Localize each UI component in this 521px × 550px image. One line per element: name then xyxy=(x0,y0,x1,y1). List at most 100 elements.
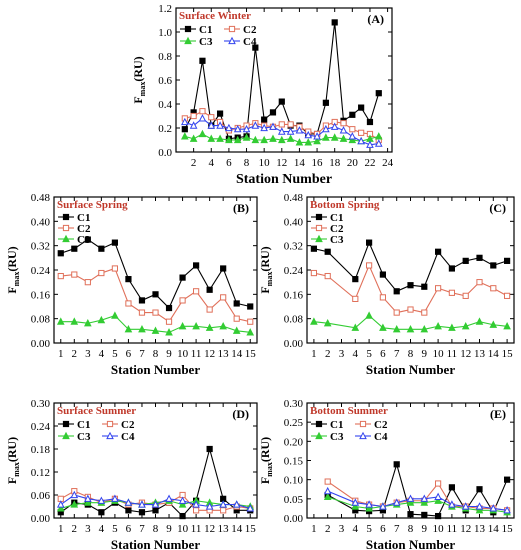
y-tick-label: 0.32 xyxy=(284,241,303,253)
data-point xyxy=(448,500,456,508)
x-tick-label: 9 xyxy=(166,348,172,360)
panel-label: (C) xyxy=(489,201,506,215)
x-tick-label: 2 xyxy=(72,523,78,535)
data-point xyxy=(97,315,106,324)
legend-label: C1 xyxy=(77,212,90,224)
data-point xyxy=(322,124,330,133)
data-point xyxy=(448,484,455,491)
x-tick-label: 11 xyxy=(191,348,202,360)
x-tick-label: 3 xyxy=(85,348,91,360)
data-point xyxy=(310,269,317,277)
data-point xyxy=(358,129,365,136)
data-point xyxy=(490,285,497,292)
y-tick-label: 0.15 xyxy=(284,456,304,468)
data-point xyxy=(216,110,224,117)
y-tick-label: 0.48 xyxy=(31,192,51,204)
legend-label: C4 xyxy=(121,431,135,443)
x-tick-label: 15 xyxy=(245,348,257,360)
panel-title: Surface Summer xyxy=(57,405,136,417)
data-point xyxy=(379,502,387,510)
data-point xyxy=(420,325,429,333)
x-tick-label: 6 xyxy=(226,157,232,169)
data-point xyxy=(179,512,186,520)
data-point xyxy=(339,134,348,142)
data-point xyxy=(179,297,186,304)
x-tick-label: 6 xyxy=(380,348,386,360)
y-tick-label: 0.08 xyxy=(31,314,51,326)
data-point xyxy=(111,239,119,246)
data-point xyxy=(365,504,373,512)
legend-marker xyxy=(359,420,367,428)
y-tick-label: 0.24 xyxy=(284,265,304,277)
y-tick-label: 0.48 xyxy=(284,192,304,204)
data-point xyxy=(434,496,442,504)
data-point xyxy=(490,262,497,269)
data-point xyxy=(348,135,357,144)
data-point xyxy=(351,323,360,331)
data-point xyxy=(205,323,214,331)
x-tick-label: 3 xyxy=(339,348,345,360)
data-point xyxy=(232,500,241,508)
data-point xyxy=(278,121,285,128)
data-point xyxy=(379,294,386,301)
x-tick-label: 12 xyxy=(460,523,471,535)
data-point xyxy=(435,248,442,255)
legend-marker xyxy=(184,25,192,33)
y-tick-label: 0.25 xyxy=(284,417,304,429)
data-point xyxy=(269,134,277,142)
data-point xyxy=(310,317,318,325)
panel-title: Surface Spring xyxy=(57,199,128,211)
x-tick-label: 12 xyxy=(460,348,471,360)
data-point xyxy=(461,321,470,330)
legend-label: C1 xyxy=(77,419,90,431)
data-point xyxy=(476,279,483,286)
data-point xyxy=(84,236,91,243)
y-tick-label: 0.24 xyxy=(31,265,51,277)
x-tick-label: 9 xyxy=(166,523,172,535)
data-point xyxy=(84,318,92,327)
x-axis-label: Station Number xyxy=(236,172,332,187)
data-point xyxy=(435,285,442,292)
data-point xyxy=(269,122,277,130)
data-point xyxy=(124,325,133,333)
x-tick-label: 2 xyxy=(191,157,197,169)
x-tick-label: 4 xyxy=(209,157,215,169)
y-axis-label: Fmax(RU) xyxy=(131,56,147,103)
data-point xyxy=(407,306,414,313)
y-tick-label: 0.24 xyxy=(31,421,51,433)
x-tick-label: 3 xyxy=(85,523,91,535)
data-point xyxy=(340,120,347,127)
y-tick-label: 0.00 xyxy=(31,513,51,525)
x-tick-label: 13 xyxy=(218,523,230,535)
y-tick-label: 1.0 xyxy=(158,27,172,39)
data-point xyxy=(323,486,332,495)
data-point xyxy=(448,289,455,296)
y-tick-label: 0.08 xyxy=(284,314,304,326)
data-point xyxy=(71,245,78,252)
data-point xyxy=(165,328,173,336)
data-point xyxy=(475,317,484,325)
data-point xyxy=(489,320,498,328)
data-point xyxy=(304,130,313,139)
data-point xyxy=(152,309,159,316)
x-tick-label: 13 xyxy=(218,348,230,360)
data-point xyxy=(225,123,233,132)
y-tick-label: 0.06 xyxy=(31,490,51,502)
panel-title: Bottom Summer xyxy=(310,405,388,417)
legend-marker xyxy=(315,213,323,221)
y-tick-label: 0.20 xyxy=(284,436,304,448)
data-point xyxy=(111,265,119,272)
data-point xyxy=(365,500,373,508)
x-tick-label: 3 xyxy=(339,523,345,535)
data-point xyxy=(310,245,317,252)
x-tick-label: 10 xyxy=(177,348,189,360)
x-tick-label: 4 xyxy=(99,348,105,360)
x-tick-label: 10 xyxy=(433,523,445,535)
data-point xyxy=(330,133,339,141)
data-point xyxy=(124,498,133,506)
data-point xyxy=(207,134,216,142)
x-tick-label: 12 xyxy=(204,348,215,360)
data-point xyxy=(330,122,339,130)
y-tick-label: 0.10 xyxy=(284,475,304,487)
data-point xyxy=(220,265,227,272)
